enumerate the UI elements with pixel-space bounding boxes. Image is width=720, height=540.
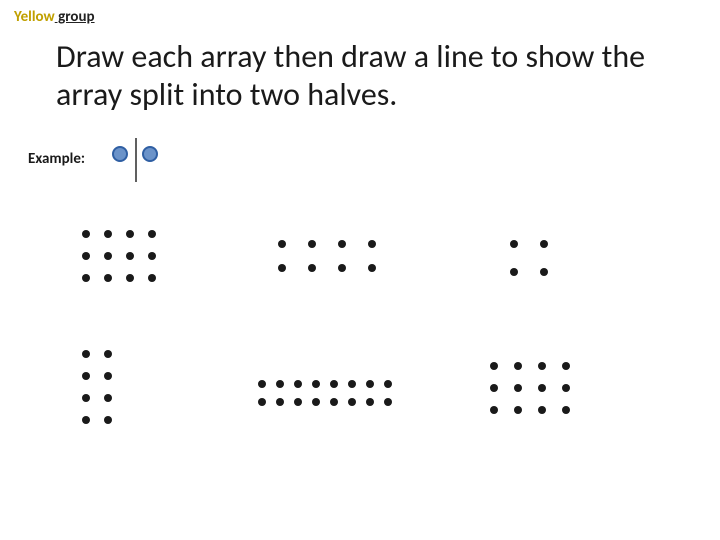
dot xyxy=(366,398,374,406)
dot xyxy=(312,380,320,388)
dot xyxy=(490,384,498,392)
dot xyxy=(82,416,90,424)
example-split-line xyxy=(135,138,137,182)
dot xyxy=(514,406,522,414)
dot xyxy=(104,350,112,358)
dot xyxy=(104,230,112,238)
dot xyxy=(538,406,546,414)
dot xyxy=(82,230,90,238)
dot xyxy=(148,274,156,282)
dot xyxy=(562,384,570,392)
dot xyxy=(308,264,316,272)
dot xyxy=(540,268,548,276)
dot xyxy=(538,384,546,392)
dot xyxy=(540,240,548,248)
dot xyxy=(538,362,546,370)
dot xyxy=(258,380,266,388)
example-circle xyxy=(142,146,158,162)
dot xyxy=(148,230,156,238)
dot xyxy=(104,252,112,260)
dot xyxy=(514,384,522,392)
dot xyxy=(338,264,346,272)
dot xyxy=(510,240,518,248)
dot xyxy=(126,230,134,238)
dot xyxy=(384,380,392,388)
dot xyxy=(562,362,570,370)
dot xyxy=(348,398,356,406)
dot xyxy=(338,240,346,248)
dot xyxy=(104,372,112,380)
dot xyxy=(330,398,338,406)
group-label: Yellow group xyxy=(14,8,95,26)
dot xyxy=(514,362,522,370)
dot xyxy=(82,394,90,402)
dot xyxy=(104,274,112,282)
group-label-yellow: Yellow xyxy=(14,8,55,26)
dot xyxy=(294,380,302,388)
example-circle xyxy=(112,146,128,162)
dot xyxy=(562,406,570,414)
dot xyxy=(126,252,134,260)
example-label: Example: xyxy=(28,150,85,168)
dot xyxy=(104,394,112,402)
dot xyxy=(490,406,498,414)
dot xyxy=(368,264,376,272)
dot xyxy=(308,240,316,248)
dot xyxy=(276,398,284,406)
group-label-rest: group xyxy=(55,8,95,26)
dot xyxy=(510,268,518,276)
dot xyxy=(82,274,90,282)
dot xyxy=(368,240,376,248)
dot xyxy=(82,350,90,358)
dot xyxy=(384,398,392,406)
dot xyxy=(104,416,112,424)
dot xyxy=(348,380,356,388)
dot xyxy=(366,380,374,388)
dot xyxy=(148,252,156,260)
dot xyxy=(312,398,320,406)
dot xyxy=(82,252,90,260)
dot xyxy=(82,372,90,380)
dot xyxy=(276,380,284,388)
dot xyxy=(330,380,338,388)
instruction-text: Draw each array then draw a line to show… xyxy=(56,38,664,115)
dot xyxy=(126,274,134,282)
dot xyxy=(278,240,286,248)
dot xyxy=(278,264,286,272)
dot xyxy=(258,398,266,406)
dot xyxy=(490,362,498,370)
dot xyxy=(294,398,302,406)
